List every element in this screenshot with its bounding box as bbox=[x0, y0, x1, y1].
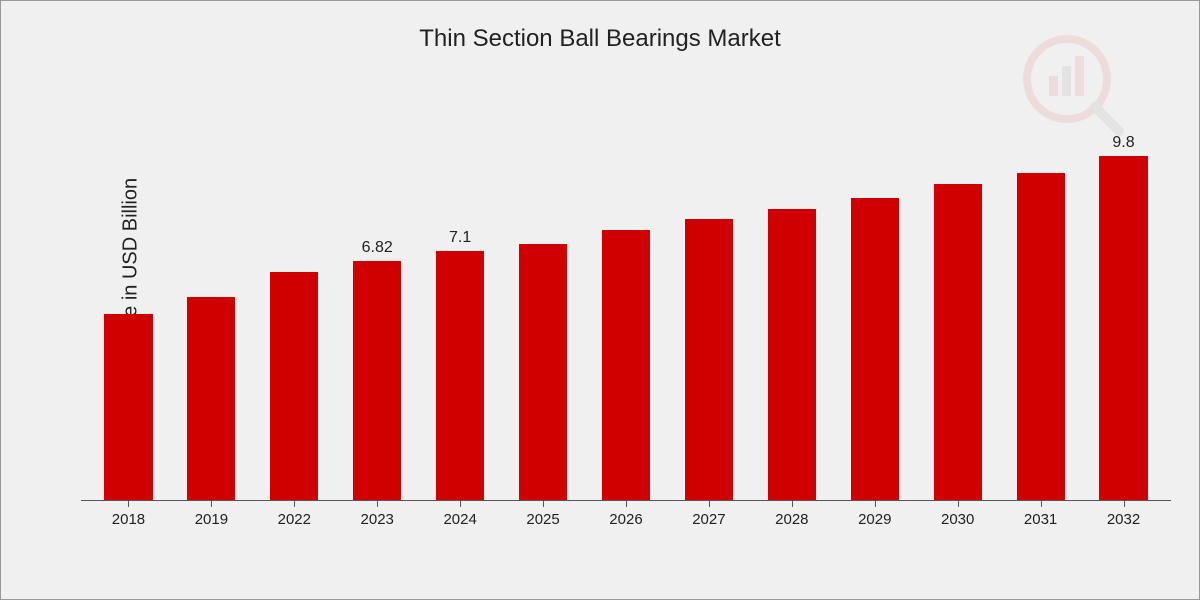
bar-slot: 7.1 bbox=[419, 131, 502, 501]
bar-slot bbox=[585, 131, 668, 501]
bar-value-label: 6.82 bbox=[362, 239, 393, 257]
bar bbox=[768, 209, 816, 501]
x-tick bbox=[294, 500, 295, 507]
bar-value-label: 7.1 bbox=[449, 229, 471, 247]
x-tick bbox=[543, 500, 544, 507]
bar bbox=[602, 230, 650, 501]
x-tick-label: 2025 bbox=[502, 501, 585, 541]
bar-slot bbox=[916, 131, 999, 501]
x-tick-label: 2024 bbox=[419, 501, 502, 541]
plot-area: 6.82 7.1 9.8 bbox=[81, 131, 1171, 501]
bar-slot bbox=[502, 131, 585, 501]
x-axis-labels: 2018201920222023202420252026202720282029… bbox=[81, 501, 1171, 541]
x-tick bbox=[460, 500, 461, 507]
x-tick bbox=[377, 500, 378, 507]
bar-slot bbox=[87, 131, 170, 501]
bar bbox=[519, 244, 567, 501]
bar bbox=[851, 198, 899, 501]
x-tick-label: 2026 bbox=[585, 501, 668, 541]
bar bbox=[934, 184, 982, 501]
bar bbox=[1017, 173, 1065, 501]
bar-value-label: 9.8 bbox=[1112, 134, 1134, 152]
bar bbox=[1099, 156, 1147, 501]
bar bbox=[187, 297, 235, 501]
bar-slot bbox=[999, 131, 1082, 501]
x-tick-label: 2018 bbox=[87, 501, 170, 541]
bar-slot bbox=[667, 131, 750, 501]
x-tick-label: 2029 bbox=[833, 501, 916, 541]
x-tick bbox=[211, 500, 212, 507]
x-tick-label: 2019 bbox=[170, 501, 253, 541]
bar-slot bbox=[170, 131, 253, 501]
bar bbox=[270, 272, 318, 501]
x-tick bbox=[792, 500, 793, 507]
x-tick-label: 2027 bbox=[667, 501, 750, 541]
x-tick-label: 2032 bbox=[1082, 501, 1165, 541]
bar-slot: 6.82 bbox=[336, 131, 419, 501]
bar bbox=[104, 314, 152, 501]
bar-slot bbox=[833, 131, 916, 501]
x-tick-label: 2023 bbox=[336, 501, 419, 541]
chart-container: Thin Section Ball Bearings Market Market… bbox=[0, 0, 1200, 600]
x-tick bbox=[1124, 500, 1125, 507]
bar bbox=[685, 219, 733, 501]
x-tick bbox=[875, 500, 876, 507]
x-tick bbox=[1041, 500, 1042, 507]
x-tick-label: 2030 bbox=[916, 501, 999, 541]
x-tick bbox=[709, 500, 710, 507]
bar-slot bbox=[253, 131, 336, 501]
x-tick-label: 2028 bbox=[750, 501, 833, 541]
x-tick bbox=[626, 500, 627, 507]
bar-slot bbox=[750, 131, 833, 501]
x-tick-label: 2022 bbox=[253, 501, 336, 541]
bar bbox=[436, 251, 484, 501]
watermark-logo bbox=[1019, 31, 1129, 146]
bar-group: 6.82 7.1 9.8 bbox=[81, 131, 1171, 501]
x-tick bbox=[128, 500, 129, 507]
bar-slot: 9.8 bbox=[1082, 131, 1165, 501]
x-tick bbox=[958, 500, 959, 507]
bar bbox=[353, 261, 401, 501]
x-tick-label: 2031 bbox=[999, 501, 1082, 541]
